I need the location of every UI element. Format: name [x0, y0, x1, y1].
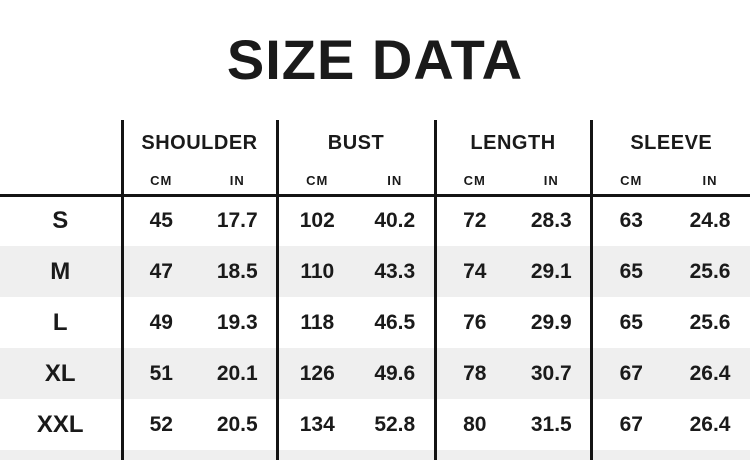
- unit-header-in: IN: [356, 167, 436, 197]
- value-cell: 25.6: [670, 246, 750, 297]
- value-cell: 80: [433, 399, 514, 450]
- value-cell: 31.5: [530, 412, 572, 436]
- size-label: S: [52, 207, 69, 235]
- unit-header-in: IN: [670, 167, 750, 197]
- value-cell: 65: [589, 246, 671, 297]
- bottom-spacer-row: [0, 450, 750, 460]
- corner-cell: [0, 120, 122, 197]
- value-cell: 46.5: [374, 310, 416, 334]
- spacer-cell: [0, 450, 122, 460]
- value-cell: 29.1: [513, 246, 592, 297]
- group-header-sleeve: SLEEVE: [589, 120, 750, 167]
- size-label: L: [52, 308, 68, 336]
- value-cell: 74: [433, 246, 514, 297]
- value-cell: 118: [275, 297, 357, 348]
- table-row: M 47 18.5 110 43.3 74 29.1 65 25.6: [0, 246, 750, 297]
- value-cell: 29.9: [530, 310, 572, 334]
- group-header-length: LENGTH: [433, 120, 592, 167]
- spacer-cell: [199, 450, 278, 460]
- value-cell: 45: [120, 195, 199, 246]
- spacer-cell: [120, 450, 199, 460]
- table-row: XL 51 20.1 126 49.6 78 30.7 67 26.4: [0, 348, 750, 399]
- value-cell: 51: [120, 348, 199, 399]
- spacer-cell: [513, 450, 592, 460]
- spacer-cell: [433, 450, 514, 460]
- value-cell: 26.4: [689, 412, 731, 436]
- value-cell: 17.7: [216, 209, 258, 233]
- value-cell: 67: [589, 348, 671, 399]
- group-header-bust: BUST: [275, 120, 436, 167]
- value-cell: 26.4: [670, 348, 750, 399]
- value-cell: 20.5: [216, 412, 258, 436]
- unit-header-cm: CM: [120, 167, 199, 197]
- value-cell: 78: [433, 348, 514, 399]
- spacer-cell: [356, 450, 436, 460]
- value-cell: 18.5: [199, 246, 278, 297]
- value-cell: 63: [589, 195, 671, 246]
- unit-header-cm: CM: [433, 167, 514, 197]
- value-cell: 28.3: [530, 209, 572, 233]
- size-label: M: [0, 246, 122, 297]
- title-area: SIZE DATA: [0, 0, 750, 120]
- table-row: XXL 52 20.5 134 52.8 80 31.5 67 26.4: [0, 399, 750, 450]
- value-cell: 52: [120, 399, 199, 450]
- spacer-cell: [670, 450, 750, 460]
- value-cell: 40.2: [374, 209, 416, 233]
- value-cell: 134: [275, 399, 357, 450]
- value-cell: 72: [433, 195, 514, 246]
- value-cell: 65: [589, 297, 671, 348]
- group-header-row: SHOULDER BUST LENGTH SLEEVE: [0, 120, 750, 197]
- table-row: S 45 17.7 102 40.2 72 28.3 63 24.8: [0, 195, 750, 246]
- value-cell: 110: [275, 246, 357, 297]
- value-cell: 76: [433, 297, 514, 348]
- value-cell: 67: [589, 399, 671, 450]
- unit-header-cm: CM: [589, 167, 671, 197]
- unit-header-in: IN: [513, 167, 592, 197]
- size-label: XXL: [36, 410, 84, 438]
- value-cell: 19.3: [216, 310, 258, 334]
- value-cell: 43.3: [356, 246, 436, 297]
- value-cell: 49.6: [356, 348, 436, 399]
- value-cell: 47: [120, 246, 199, 297]
- value-cell: 52.8: [374, 412, 416, 436]
- unit-header-row: CM IN CM IN CM IN CM IN: [0, 167, 750, 197]
- value-cell: 30.7: [513, 348, 592, 399]
- value-cell: 20.1: [199, 348, 278, 399]
- size-label: XL: [0, 348, 122, 399]
- group-header-shoulder: SHOULDER: [120, 120, 278, 167]
- value-cell: 25.6: [689, 310, 731, 334]
- table-row: L 49 19.3 118 46.5 76 29.9 65 25.6: [0, 297, 750, 348]
- spacer-cell: [589, 450, 671, 460]
- unit-header-in: IN: [199, 167, 278, 197]
- page-title: SIZE DATA: [226, 28, 524, 91]
- unit-header-cm: CM: [275, 167, 357, 197]
- value-cell: 24.8: [689, 209, 731, 233]
- value-cell: 102: [275, 195, 357, 246]
- size-table: SHOULDER BUST LENGTH SLEEVE CM IN CM IN …: [0, 120, 750, 460]
- value-cell: 49: [120, 297, 199, 348]
- spacer-cell: [275, 450, 357, 460]
- value-cell: 126: [275, 348, 357, 399]
